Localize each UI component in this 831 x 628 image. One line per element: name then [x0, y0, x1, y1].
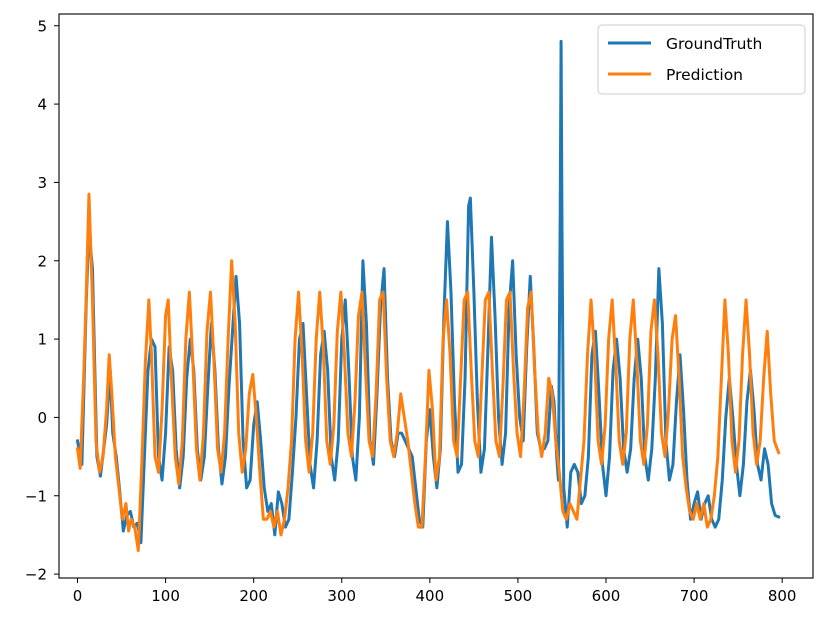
x-tick-label: 800: [768, 587, 797, 605]
series-line-prediction: [75, 192, 781, 553]
x-tick-label: 400: [416, 587, 445, 605]
x-tick-label: 500: [504, 587, 533, 605]
legend-label-prediction: Prediction: [666, 66, 743, 84]
axes-frame: [58, 13, 814, 579]
x-tick-label: 300: [327, 587, 356, 605]
y-tick-label: 1: [37, 331, 47, 349]
y-tick-label: 3: [37, 174, 47, 192]
y-tick-label: 4: [37, 96, 47, 114]
y-tick-label: −1: [25, 487, 47, 505]
x-tick-label: 200: [239, 587, 268, 605]
y-tick-label: 5: [37, 17, 47, 35]
x-tick-label: 100: [151, 587, 180, 605]
legend-label-groundtruth: GroundTruth: [666, 35, 762, 53]
axes-layer: 0 100 200 300 400 500 600 700 800 −2 −1 0 1 2 3 4 5: [25, 13, 814, 605]
y-tick-label: 2: [37, 252, 47, 270]
x-tick-label: 0: [73, 587, 83, 605]
x-tick-label: 700: [680, 587, 709, 605]
y-tick-label: 0: [37, 409, 47, 427]
legend: GroundTruth Prediction: [597, 24, 806, 95]
y-tick-label: −2: [25, 566, 47, 584]
series-layer: [75, 39, 781, 553]
x-tick-label: 600: [592, 587, 621, 605]
